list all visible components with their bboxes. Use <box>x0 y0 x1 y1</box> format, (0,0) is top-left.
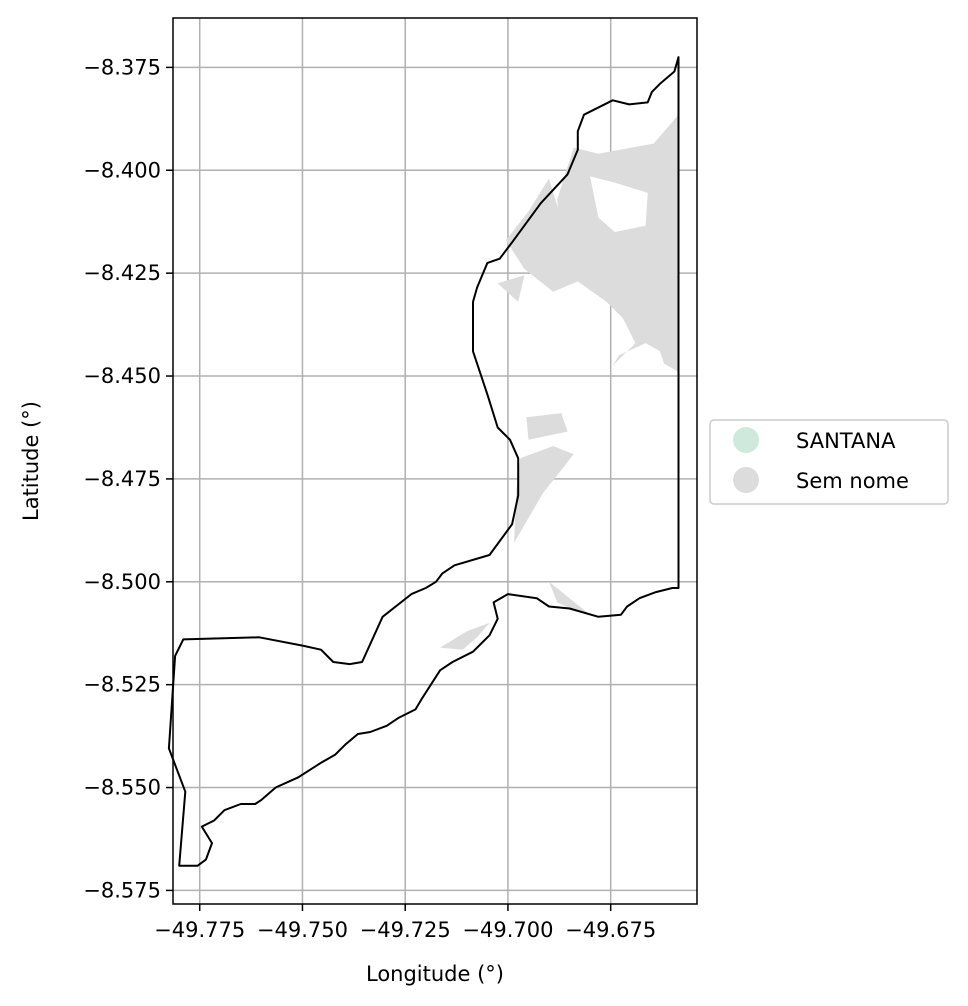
y-tick-label: −8.375 <box>83 55 161 79</box>
plot-area <box>167 18 697 904</box>
map-patches <box>440 114 679 650</box>
y-axis-label: Latitude (°) <box>19 401 43 521</box>
legend: SANTANA Sem nome <box>709 419 949 505</box>
y-tick-label: −8.450 <box>83 364 161 388</box>
y-tick-label: −8.575 <box>83 878 161 902</box>
boundary-santana <box>167 56 680 867</box>
patch-sem-nome <box>526 413 568 440</box>
legend-marker-santana <box>733 427 759 453</box>
patch-sem-nome <box>557 114 679 372</box>
y-tick-label: −8.500 <box>83 570 161 594</box>
axes-frame <box>172 17 698 905</box>
legend-label-sem-nome: Sem nome <box>796 469 909 493</box>
legend-frame <box>709 419 949 505</box>
x-tick-label: −49.750 <box>257 918 348 942</box>
y-tick-label: −8.425 <box>83 261 161 285</box>
x-tick-label: −49.775 <box>154 918 245 942</box>
patch-gap <box>590 176 648 232</box>
y-axis-ticks: −8.375 −8.400 −8.425 −8.450 −8.475 −8.500 −8.5… <box>83 55 173 902</box>
x-axis-label: Longitude (°) <box>366 962 504 986</box>
y-tick-label: −8.525 <box>83 673 161 697</box>
legend-marker-sem-nome <box>733 467 759 493</box>
x-tick-label: −49.725 <box>360 918 451 942</box>
patch-sem-nome <box>514 446 574 543</box>
legend-label-santana: SANTANA <box>796 429 896 453</box>
patch-sem-nome <box>497 275 525 302</box>
patch-sem-nome <box>549 581 591 615</box>
patch-sem-nome <box>505 178 640 327</box>
patch-sem-nome <box>440 622 490 650</box>
x-axis-ticks: −49.775 −49.750 −49.725 −49.700 −49.675 <box>154 904 656 942</box>
map-boundary <box>167 56 680 867</box>
y-tick-label: −8.475 <box>83 467 161 491</box>
y-tick-label: −8.400 <box>83 158 161 182</box>
x-tick-label: −49.700 <box>462 918 553 942</box>
y-tick-label: −8.550 <box>83 776 161 800</box>
x-tick-label: −49.675 <box>565 918 656 942</box>
